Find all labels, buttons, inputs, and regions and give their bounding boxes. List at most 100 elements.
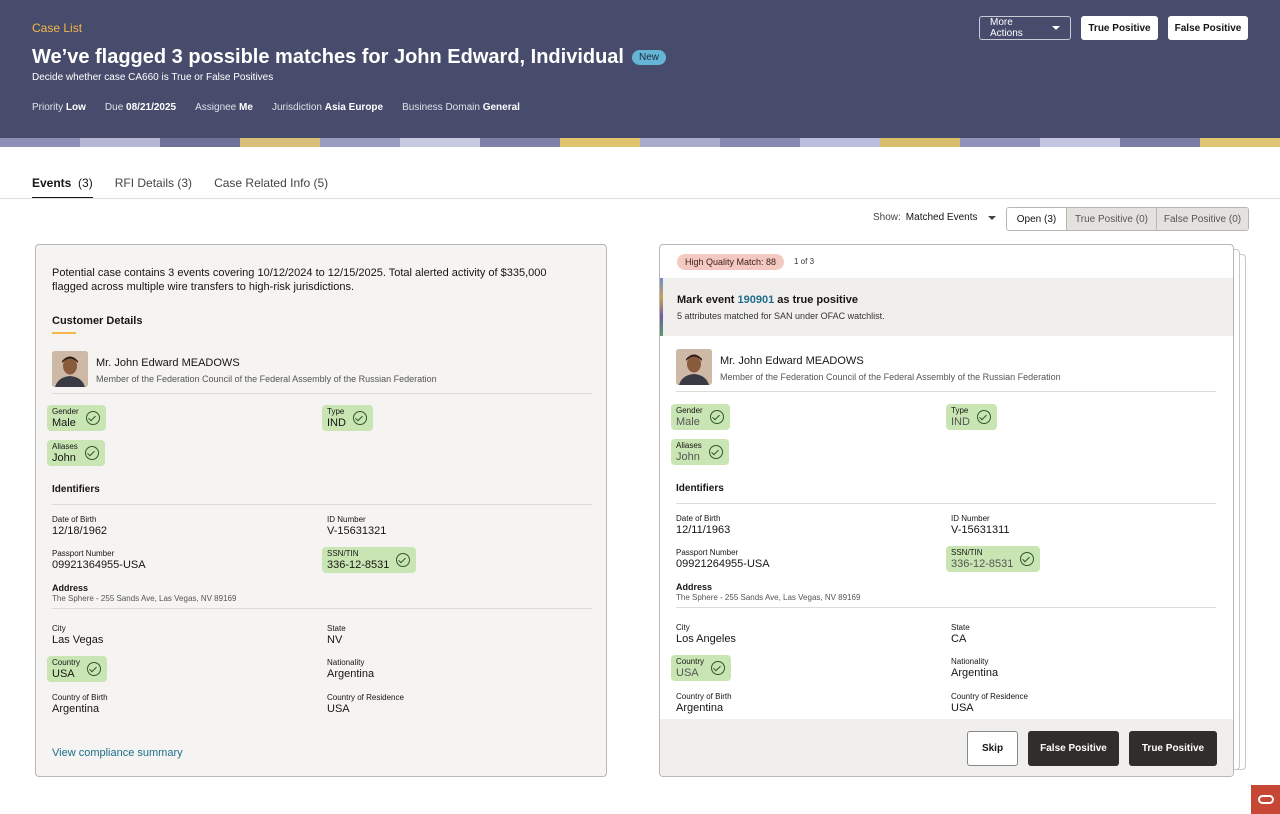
divider (52, 504, 592, 505)
tab-divider (0, 198, 1280, 199)
gender-field: Gender Male (671, 404, 730, 430)
header-true-positive-button[interactable]: True Positive (1081, 16, 1158, 40)
match-card: High Quality Match: 88 1 of 3 Mark event… (659, 244, 1234, 777)
state-field: State NV (327, 624, 346, 646)
more-actions-button[interactable]: More Actions (979, 16, 1071, 40)
passport-field: Passport Number 09921364955-USA (52, 549, 146, 571)
state-field: State CA (951, 623, 970, 645)
match-details-scroll[interactable]: Mr. John Edward MEADOWS Member of the Fe… (660, 336, 1233, 719)
city-field: City Los Angeles (676, 623, 736, 645)
status-segmented-control: Open (3) True Positive (0) False Positiv… (1006, 207, 1249, 231)
ssn-field: SSN/TIN 336-12-8531 (322, 547, 417, 573)
country-field: Country USA (47, 656, 108, 682)
dob-field: Date of Birth 12/18/1962 (52, 515, 108, 537)
address-field: Address The Sphere - 255 Sands Ave, Las V… (676, 582, 861, 602)
customer-details-title: Customer Details (52, 315, 143, 327)
gender-field: Gender Male (47, 405, 106, 431)
person-description: Member of the Federation Council of the … (720, 372, 1061, 382)
aliases-field: Aliases John (47, 440, 105, 466)
false-positive-button[interactable]: False Positive (1028, 731, 1119, 766)
show-filter[interactable]: Show: Matched Events (873, 212, 996, 223)
segment-true-positive[interactable]: True Positive (0) (1066, 208, 1156, 230)
page-subtitle: Decide whether case CA660 is True or Fal… (32, 72, 274, 83)
id-number-field: ID Number V-15631311 (951, 514, 1010, 536)
meta-business-domain: Business Domain General (402, 102, 520, 113)
mark-event-subtitle: 5 attributes matched for SAN under OFAC … (677, 311, 885, 321)
page-title-text: We’ve flagged 3 possible matches for Joh… (32, 46, 624, 68)
check-circle-icon (396, 553, 411, 567)
tab-case-related-info[interactable]: Case Related Info (5) (214, 176, 329, 190)
check-circle-icon (711, 661, 726, 675)
nationality-field: Nationality Argentina (327, 658, 375, 680)
tab-events[interactable]: Events (3) (32, 176, 93, 199)
country-of-residence-field: Country of Residence USA (327, 693, 404, 715)
match-position: 1 of 3 (794, 257, 815, 266)
mark-event-banner: Mark event 190901 as true positive 5 att… (660, 278, 1233, 336)
tab-bar: Events (3) RFI Details (3) Case Related … (32, 176, 328, 199)
header-false-positive-button[interactable]: False Positive (1168, 16, 1248, 40)
more-actions-label: More Actions (990, 17, 1023, 39)
person-name: Mr. John Edward MEADOWS (720, 355, 864, 367)
avatar (52, 351, 88, 387)
case-header: Case List We’ve flagged 3 possible match… (0, 0, 1280, 147)
nationality-field: Nationality Argentina (951, 657, 999, 679)
section-underline (52, 332, 76, 334)
case-summary: Potential case contains 3 events coverin… (52, 267, 547, 293)
meta-jurisdiction: Jurisdiction Asia Europe (271, 102, 384, 113)
oracle-logo-icon[interactable] (1251, 785, 1280, 814)
check-circle-icon (709, 410, 724, 424)
banner-strip (660, 278, 663, 336)
skip-button[interactable]: Skip (967, 731, 1018, 766)
page-title: We’ve flagged 3 possible matches for Joh… (32, 46, 666, 69)
dob-field: Date of Birth 12/11/1963 (676, 514, 731, 536)
divider (52, 393, 592, 394)
meta-assignee: Assignee Me (195, 102, 253, 113)
country-of-residence-field: Country of Residence USA (951, 692, 1028, 714)
identifiers-title: Identifiers (52, 484, 100, 495)
breadcrumb-case-list[interactable]: Case List (32, 21, 83, 35)
identifiers-title: Identifiers (676, 483, 724, 494)
show-value: Matched Events (905, 212, 978, 223)
check-circle-icon (85, 411, 100, 425)
person-description: Member of the Federation Council of the … (96, 374, 437, 384)
match-card-footer: Skip False Positive True Positive (660, 719, 1233, 776)
country-of-birth-field: Country of Birth Argentina (676, 692, 732, 714)
quality-badge: High Quality Match: 88 (677, 254, 785, 270)
caret-down-icon (1052, 26, 1060, 30)
city-field: City Las Vegas (52, 624, 104, 646)
country-of-birth-field: Country of Birth Argentina (52, 693, 108, 715)
address-field: Address The Sphere - 255 Sands Ave, Las V… (52, 583, 237, 603)
true-positive-button[interactable]: True Positive (1129, 731, 1217, 766)
meta-priority: Priority Low (32, 102, 86, 113)
event-id-link[interactable]: 190901 (737, 294, 775, 306)
avatar (676, 349, 712, 385)
meta-due: Due 08/21/2025 (104, 102, 177, 113)
caret-down-icon (987, 215, 996, 220)
check-circle-icon (352, 411, 367, 425)
country-field: Country USA (671, 655, 732, 681)
divider (676, 607, 1216, 608)
view-compliance-summary-link[interactable]: View compliance summary (52, 747, 183, 759)
new-badge: New (631, 50, 666, 65)
segment-false-positive[interactable]: False Positive (0) (1156, 208, 1248, 230)
check-circle-icon (1020, 552, 1035, 566)
show-label: Show: (873, 212, 901, 223)
customer-card: Potential case contains 3 events coverin… (35, 244, 607, 777)
mark-event-title: Mark event 190901 as true positive (677, 294, 859, 306)
divider (676, 391, 1216, 392)
case-meta: Priority Low Due 08/21/2025 Assignee Me … (32, 102, 520, 113)
type-field: Type IND (946, 404, 997, 430)
divider (52, 608, 592, 609)
tab-rfi-details[interactable]: RFI Details (3) (114, 176, 193, 190)
check-circle-icon (84, 446, 99, 460)
check-circle-icon (976, 410, 991, 424)
type-field: Type IND (322, 405, 373, 431)
check-circle-icon (708, 445, 723, 459)
check-circle-icon (87, 662, 102, 676)
passport-field: Passport Number 09921264955-USA (676, 548, 770, 570)
segment-open[interactable]: Open (3) (1007, 208, 1066, 230)
id-number-field: ID Number V-15631321 (327, 515, 387, 537)
divider (676, 503, 1216, 504)
ssn-field: SSN/TIN 336-12-8531 (946, 546, 1041, 572)
person-name: Mr. John Edward MEADOWS (96, 357, 240, 369)
